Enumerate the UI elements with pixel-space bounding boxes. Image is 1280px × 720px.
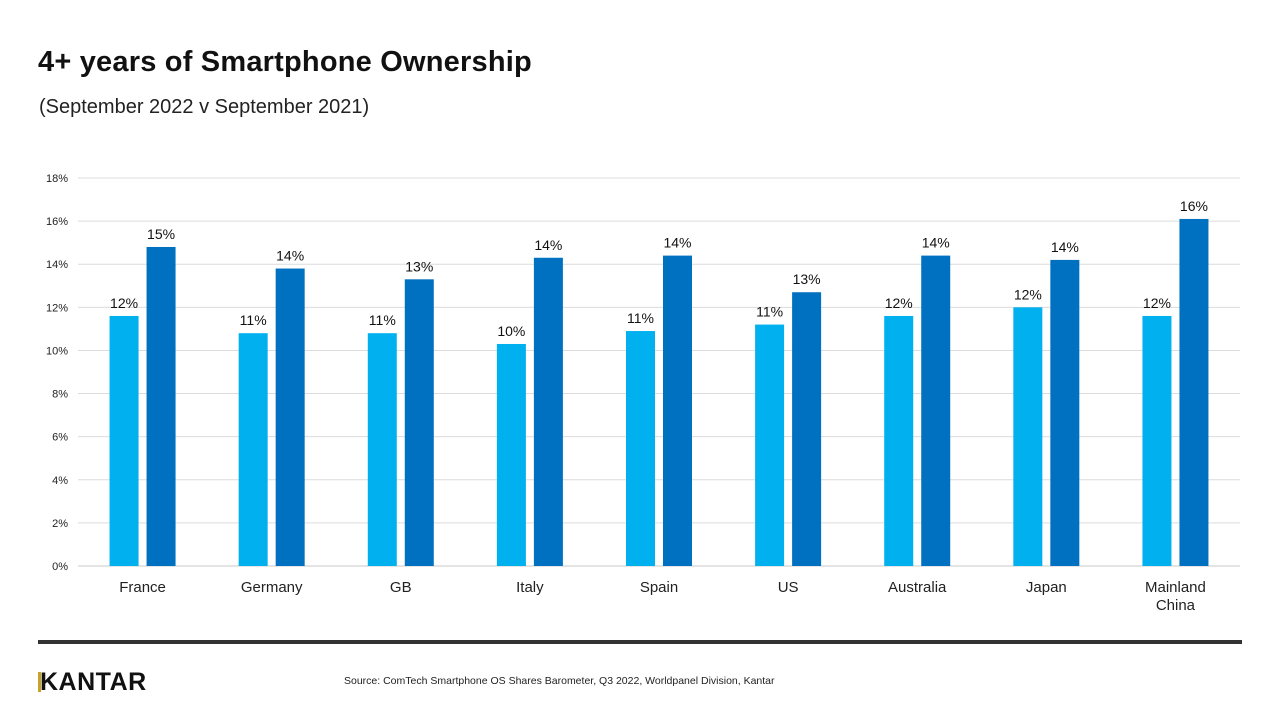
y-tick-label: 12%: [46, 302, 68, 314]
x-tick-label: Australia: [888, 579, 947, 596]
x-tick-label: Italy: [516, 579, 544, 596]
logo-accent-icon: [38, 672, 41, 692]
bar: [1050, 259, 1080, 566]
data-label: 12%: [1143, 295, 1171, 311]
bar: [109, 315, 139, 566]
data-label: 13%: [405, 258, 433, 274]
data-label: 11%: [240, 312, 267, 328]
data-label: 10%: [497, 323, 525, 339]
bar: [275, 268, 305, 566]
logo-text: KANTAR: [40, 668, 147, 696]
bar: [404, 279, 434, 566]
x-tick-label: France: [119, 579, 166, 596]
bar: [663, 255, 692, 566]
data-label: 12%: [1014, 286, 1042, 302]
data-label: 14%: [276, 248, 304, 264]
bar: [533, 257, 563, 566]
x-tick-label: Spain: [640, 579, 678, 596]
bar: [792, 292, 822, 566]
data-label: 14%: [534, 237, 562, 253]
bar: [1013, 307, 1043, 566]
bar-chart: 0% 2% 4% 6% 8% 10% 12% 14% 16% 18% 12% 15% France 11%…: [46, 173, 1240, 614]
bar: [1179, 218, 1209, 566]
bar: [496, 343, 526, 566]
data-label: 14%: [1051, 239, 1079, 255]
data-label: 12%: [110, 295, 138, 311]
x-tick-label: Japan: [1026, 579, 1067, 596]
y-tick-label: 4%: [52, 475, 68, 487]
bar: [921, 255, 951, 566]
x-tick-label: GB: [390, 579, 412, 596]
x-tick-label: US: [778, 579, 799, 596]
data-label: 16%: [1180, 198, 1208, 214]
y-tick-label: 16%: [46, 216, 68, 228]
x-tick-label: Mainland China: [1145, 579, 1206, 614]
x-tick-label: Germany: [241, 579, 303, 596]
data-label: 11%: [369, 312, 396, 328]
data-label: 15%: [147, 226, 175, 242]
footer-divider: [38, 640, 1242, 644]
bar: [146, 246, 176, 566]
bar: [884, 315, 914, 566]
bar: [626, 331, 655, 566]
data-label: 11%: [627, 310, 654, 326]
y-tick-label: 8%: [52, 389, 68, 401]
source-note: Source: ComTech Smartphone OS Shares Bar…: [344, 675, 775, 687]
page-title: 4+ years of Smartphone Ownership: [38, 46, 532, 78]
y-tick-label: 14%: [46, 259, 68, 271]
y-tick-label: 10%: [46, 345, 68, 357]
bar: [238, 333, 268, 566]
data-label: 12%: [885, 295, 913, 311]
data-label: 11%: [756, 304, 783, 320]
bar: [1142, 315, 1172, 566]
y-tick-label: 6%: [52, 432, 68, 444]
kantar-logo: KANTAR: [38, 668, 147, 697]
data-label: 13%: [793, 271, 821, 287]
bar: [367, 333, 397, 566]
y-tick-label: 2%: [52, 518, 68, 530]
y-tick-label: 18%: [46, 173, 68, 185]
page-subtitle: (September 2022 v September 2021): [39, 96, 370, 118]
y-tick-label: 0%: [52, 561, 68, 573]
data-label: 14%: [663, 235, 691, 251]
data-label: 14%: [922, 235, 950, 251]
bar: [755, 324, 785, 566]
